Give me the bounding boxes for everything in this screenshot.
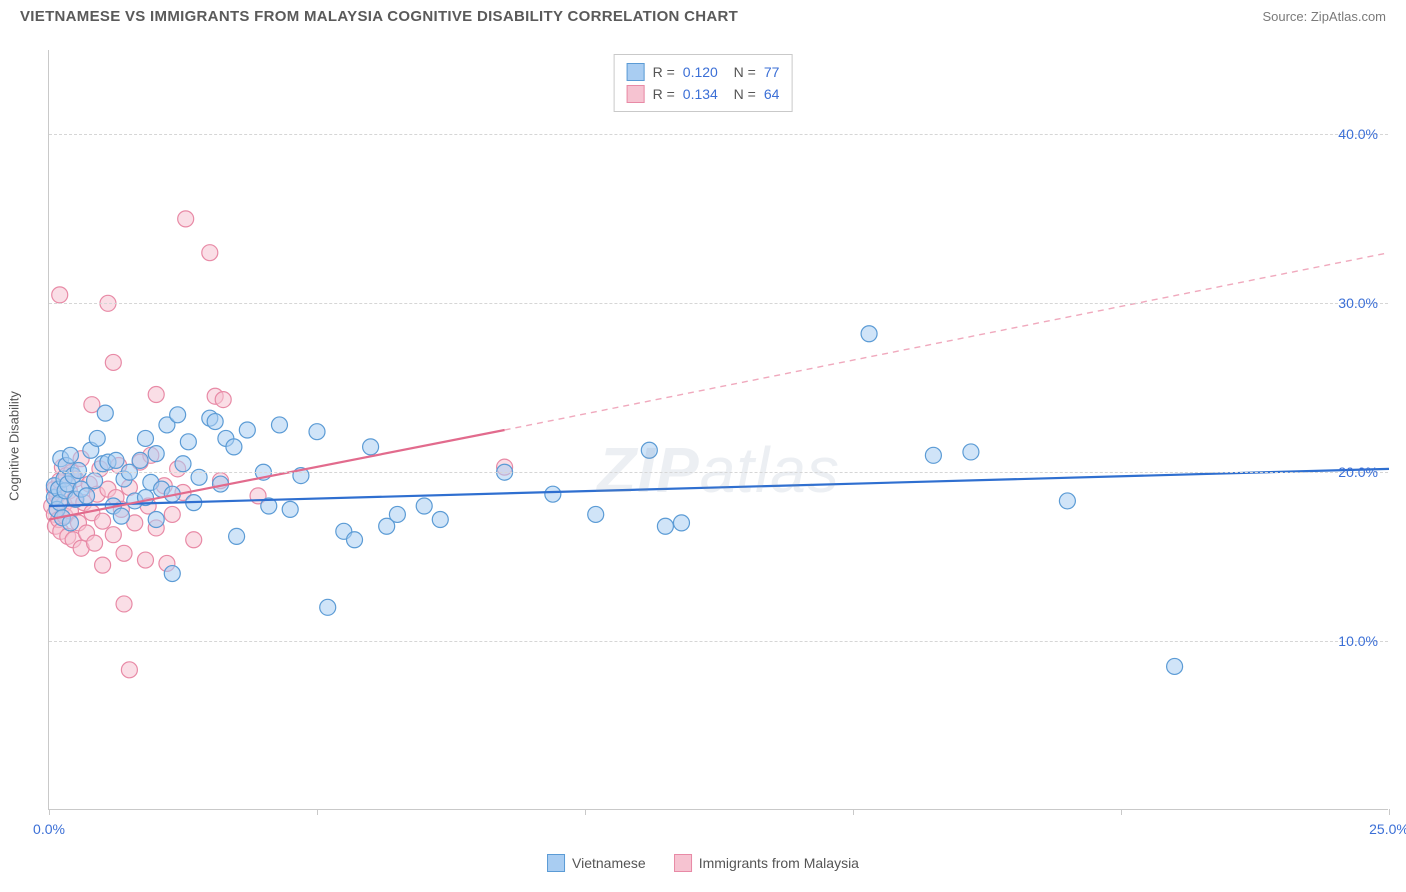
swatch-series1 <box>627 63 645 81</box>
legend-label: Immigrants from Malaysia <box>699 855 859 871</box>
y-tick-label: 10.0% <box>1338 633 1378 649</box>
x-tick-label: 25.0% <box>1369 821 1406 837</box>
y-axis-label: Cognitive Disability <box>7 391 22 501</box>
plot-area: ZIPatlas 10.0%20.0%30.0%40.0%0.0%25.0% <box>48 50 1388 810</box>
chart-title: VIETNAMESE VS IMMIGRANTS FROM MALAYSIA C… <box>20 8 738 25</box>
stats-legend: R = 0.120 N = 77 R = 0.134 N = 64 <box>614 54 793 112</box>
header: VIETNAMESE VS IMMIGRANTS FROM MALAYSIA C… <box>0 0 1406 29</box>
stats-row-series1: R = 0.120 N = 77 <box>627 61 780 83</box>
source-label: Source: ZipAtlas.com <box>1262 9 1386 24</box>
x-tick-label: 0.0% <box>33 821 65 837</box>
bottom-legend: Vietnamese Immigrants from Malaysia <box>547 854 859 872</box>
y-tick-label: 20.0% <box>1338 464 1378 480</box>
swatch-series2 <box>627 85 645 103</box>
y-tick-label: 30.0% <box>1338 295 1378 311</box>
stats-row-series2: R = 0.134 N = 64 <box>627 83 780 105</box>
swatch-icon <box>674 854 692 872</box>
legend-label: Vietnamese <box>572 855 646 871</box>
swatch-icon <box>547 854 565 872</box>
legend-item-series1: Vietnamese <box>547 854 646 872</box>
legend-item-series2: Immigrants from Malaysia <box>674 854 859 872</box>
scatter-svg <box>49 50 1388 809</box>
y-tick-label: 40.0% <box>1338 126 1378 142</box>
